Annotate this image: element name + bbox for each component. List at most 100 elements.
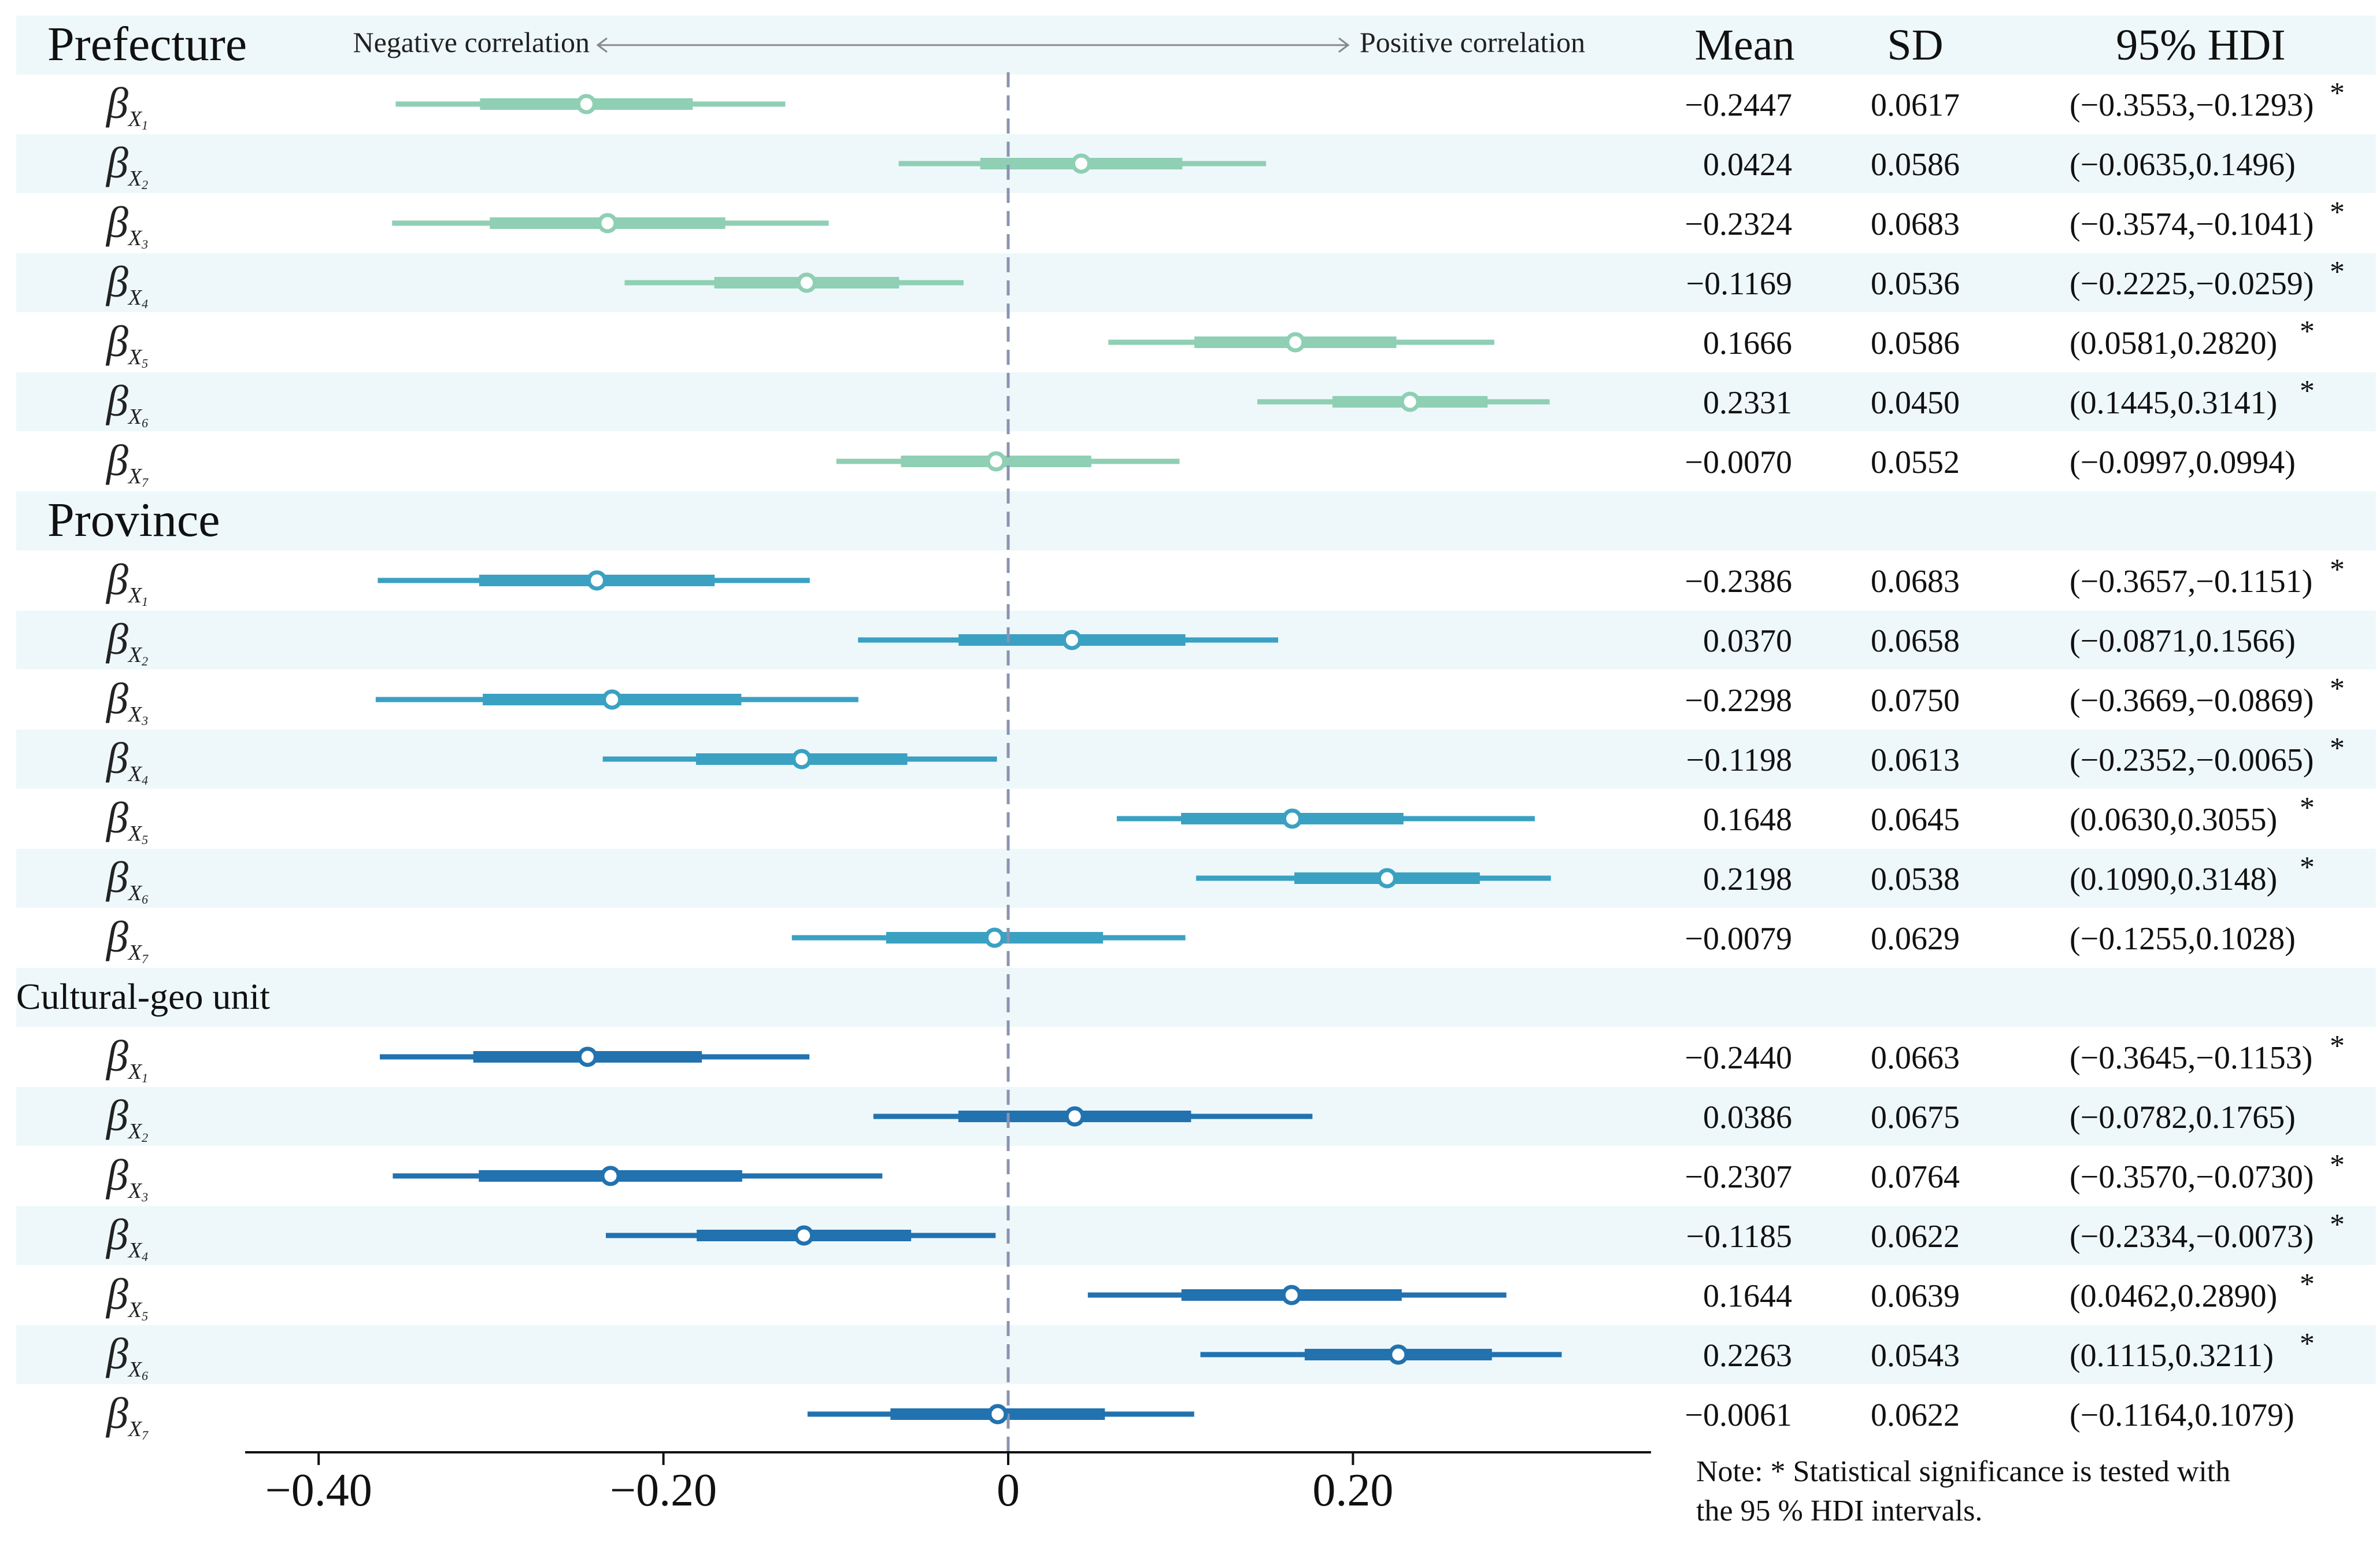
row-band xyxy=(16,849,2376,908)
row-band xyxy=(16,253,2376,312)
mean-point xyxy=(1071,153,1091,174)
mean-point xyxy=(1400,391,1420,412)
row-label: βX7 xyxy=(105,1389,149,1442)
sd-cell: 0.0675 xyxy=(1871,1100,1960,1135)
sd-cell: 0.0536 xyxy=(1871,266,1960,302)
hdi-cell: (−0.0635,0.1496) xyxy=(2070,147,2296,183)
mean-cell: 0.1644 xyxy=(1703,1278,1792,1314)
sd-cell: 0.0586 xyxy=(1871,147,1960,183)
mean-cell: −0.2324 xyxy=(1685,206,1792,242)
row-band xyxy=(16,491,2376,550)
mean-cell: −0.0061 xyxy=(1685,1397,1792,1433)
row-label: βX2 xyxy=(105,615,148,668)
hdi-cell: (−0.1164,0.1079) xyxy=(2070,1397,2294,1433)
mean-cell: 0.2263 xyxy=(1703,1338,1792,1374)
note-line-1: Note: * Statistical significance is test… xyxy=(1696,1455,2230,1488)
mean-cell: −0.0079 xyxy=(1685,921,1792,957)
row-label: βX6 xyxy=(105,853,148,907)
mean-point xyxy=(1282,808,1302,829)
mean-cell: −0.1198 xyxy=(1686,742,1792,778)
row-label: βX6 xyxy=(105,377,148,430)
significance-mark: * xyxy=(2330,196,2345,229)
row-label: βX1 xyxy=(105,556,148,609)
hdi-cell: (−0.0782,0.1765) xyxy=(2070,1100,2296,1135)
mean-points xyxy=(576,94,1420,1425)
sd-cell: 0.0450 xyxy=(1871,385,1960,421)
sd-cell: 0.0658 xyxy=(1871,623,1960,659)
mean-column-header: Mean xyxy=(1694,21,1794,69)
mean-point xyxy=(1061,630,1082,650)
hdi-cell: (−0.3553,−0.1293) xyxy=(2070,87,2314,123)
mean-point xyxy=(986,451,1006,472)
row-band xyxy=(16,372,2376,431)
group-label: Prefecture xyxy=(47,17,247,71)
row-label: βX3 xyxy=(105,198,148,251)
row-band xyxy=(16,968,2376,1027)
group-labels: Province Cultural-geo unit Prefecture xyxy=(16,17,270,1017)
mean-point xyxy=(1388,1344,1409,1365)
sd-cell: 0.0645 xyxy=(1871,802,1960,838)
hdi-cell: (0.0581,0.2820) xyxy=(2070,325,2277,361)
row-label: βX2 xyxy=(105,139,148,192)
row-band xyxy=(16,730,2376,789)
significance-mark: * xyxy=(2300,1268,2315,1301)
row-label: βX3 xyxy=(105,1151,148,1204)
mean-cell: −0.2307 xyxy=(1685,1159,1792,1195)
row-labels: βX1 βX2 βX3 βX4 βX5 βX6 βX7 βX1 βX2 βX3 βX4 βX5 βX6 β… xyxy=(105,79,149,1442)
header: Negative correlation Positive correlatio… xyxy=(353,21,2285,69)
x-tick-label: −0.20 xyxy=(610,1465,717,1516)
row-label: βX7 xyxy=(105,436,149,490)
mean-point xyxy=(602,689,623,710)
x-tick-label: 0 xyxy=(997,1465,1020,1516)
mean-cell: −0.2298 xyxy=(1685,683,1792,719)
sd-cell: 0.0543 xyxy=(1871,1338,1960,1374)
note-line-2: the 95 % HDI intervals. xyxy=(1696,1494,1982,1527)
mean-point xyxy=(1064,1106,1085,1127)
sd-cell: 0.0586 xyxy=(1871,325,1960,361)
sd-cell: 0.0629 xyxy=(1871,921,1960,957)
significance-mark: * xyxy=(2300,375,2315,408)
mean-point xyxy=(987,1404,1008,1425)
significance-mark: * xyxy=(2330,256,2345,288)
row-label: βX4 xyxy=(105,734,148,787)
mean-point xyxy=(597,213,618,234)
hdi-cell: (0.0630,0.3055) xyxy=(2070,802,2277,838)
sd-column-header: SD xyxy=(1887,21,1943,69)
row-label: βX5 xyxy=(105,1270,148,1323)
left-arrow-head xyxy=(596,37,608,53)
sd-cell: 0.0750 xyxy=(1871,683,1960,719)
mean-point xyxy=(1285,332,1306,353)
row-label: βX4 xyxy=(105,258,148,311)
group-label: Province xyxy=(47,493,220,547)
mean-cell: −0.2447 xyxy=(1685,87,1792,123)
mean-point xyxy=(794,1225,815,1246)
significance-mark: * xyxy=(2330,1030,2345,1063)
row-bands xyxy=(16,16,2376,1384)
mean-point xyxy=(1281,1285,1302,1305)
mean-cell: −0.0070 xyxy=(1685,445,1792,480)
row-label: βX7 xyxy=(105,913,149,966)
hdi-cell: (−0.0997,0.0994) xyxy=(2070,445,2296,480)
significance-mark: * xyxy=(2300,315,2315,348)
significance-mark: * xyxy=(2300,1327,2315,1360)
sd-cell: 0.0683 xyxy=(1871,206,1960,242)
right-arrow-label: Positive correlation xyxy=(1360,26,1585,58)
sd-cell: 0.0622 xyxy=(1871,1219,1960,1255)
right-arrow-head xyxy=(1338,37,1350,53)
hdi-cell: (−0.3657,−0.1151) xyxy=(2070,564,2312,600)
row-label: βX2 xyxy=(105,1092,148,1145)
mean-point xyxy=(600,1166,621,1186)
mean-point xyxy=(1376,868,1397,889)
hdi-cell: (−0.3645,−0.1153) xyxy=(2070,1040,2312,1076)
row-label: βX3 xyxy=(105,675,148,728)
hdi-column-header: 95% HDI xyxy=(2116,21,2285,69)
hdi-cell: (−0.2352,−0.0065) xyxy=(2070,742,2314,778)
mean-point xyxy=(577,1046,598,1067)
hdi-cell: (0.1090,0.3148) xyxy=(2070,861,2277,897)
significance-mark: * xyxy=(2300,791,2315,824)
sd-cell: 0.0613 xyxy=(1871,742,1960,778)
row-label: βX4 xyxy=(105,1211,148,1264)
row-label: βX5 xyxy=(105,794,148,847)
mean-cell: 0.1666 xyxy=(1703,325,1792,361)
sd-cell: 0.0764 xyxy=(1871,1159,1960,1195)
